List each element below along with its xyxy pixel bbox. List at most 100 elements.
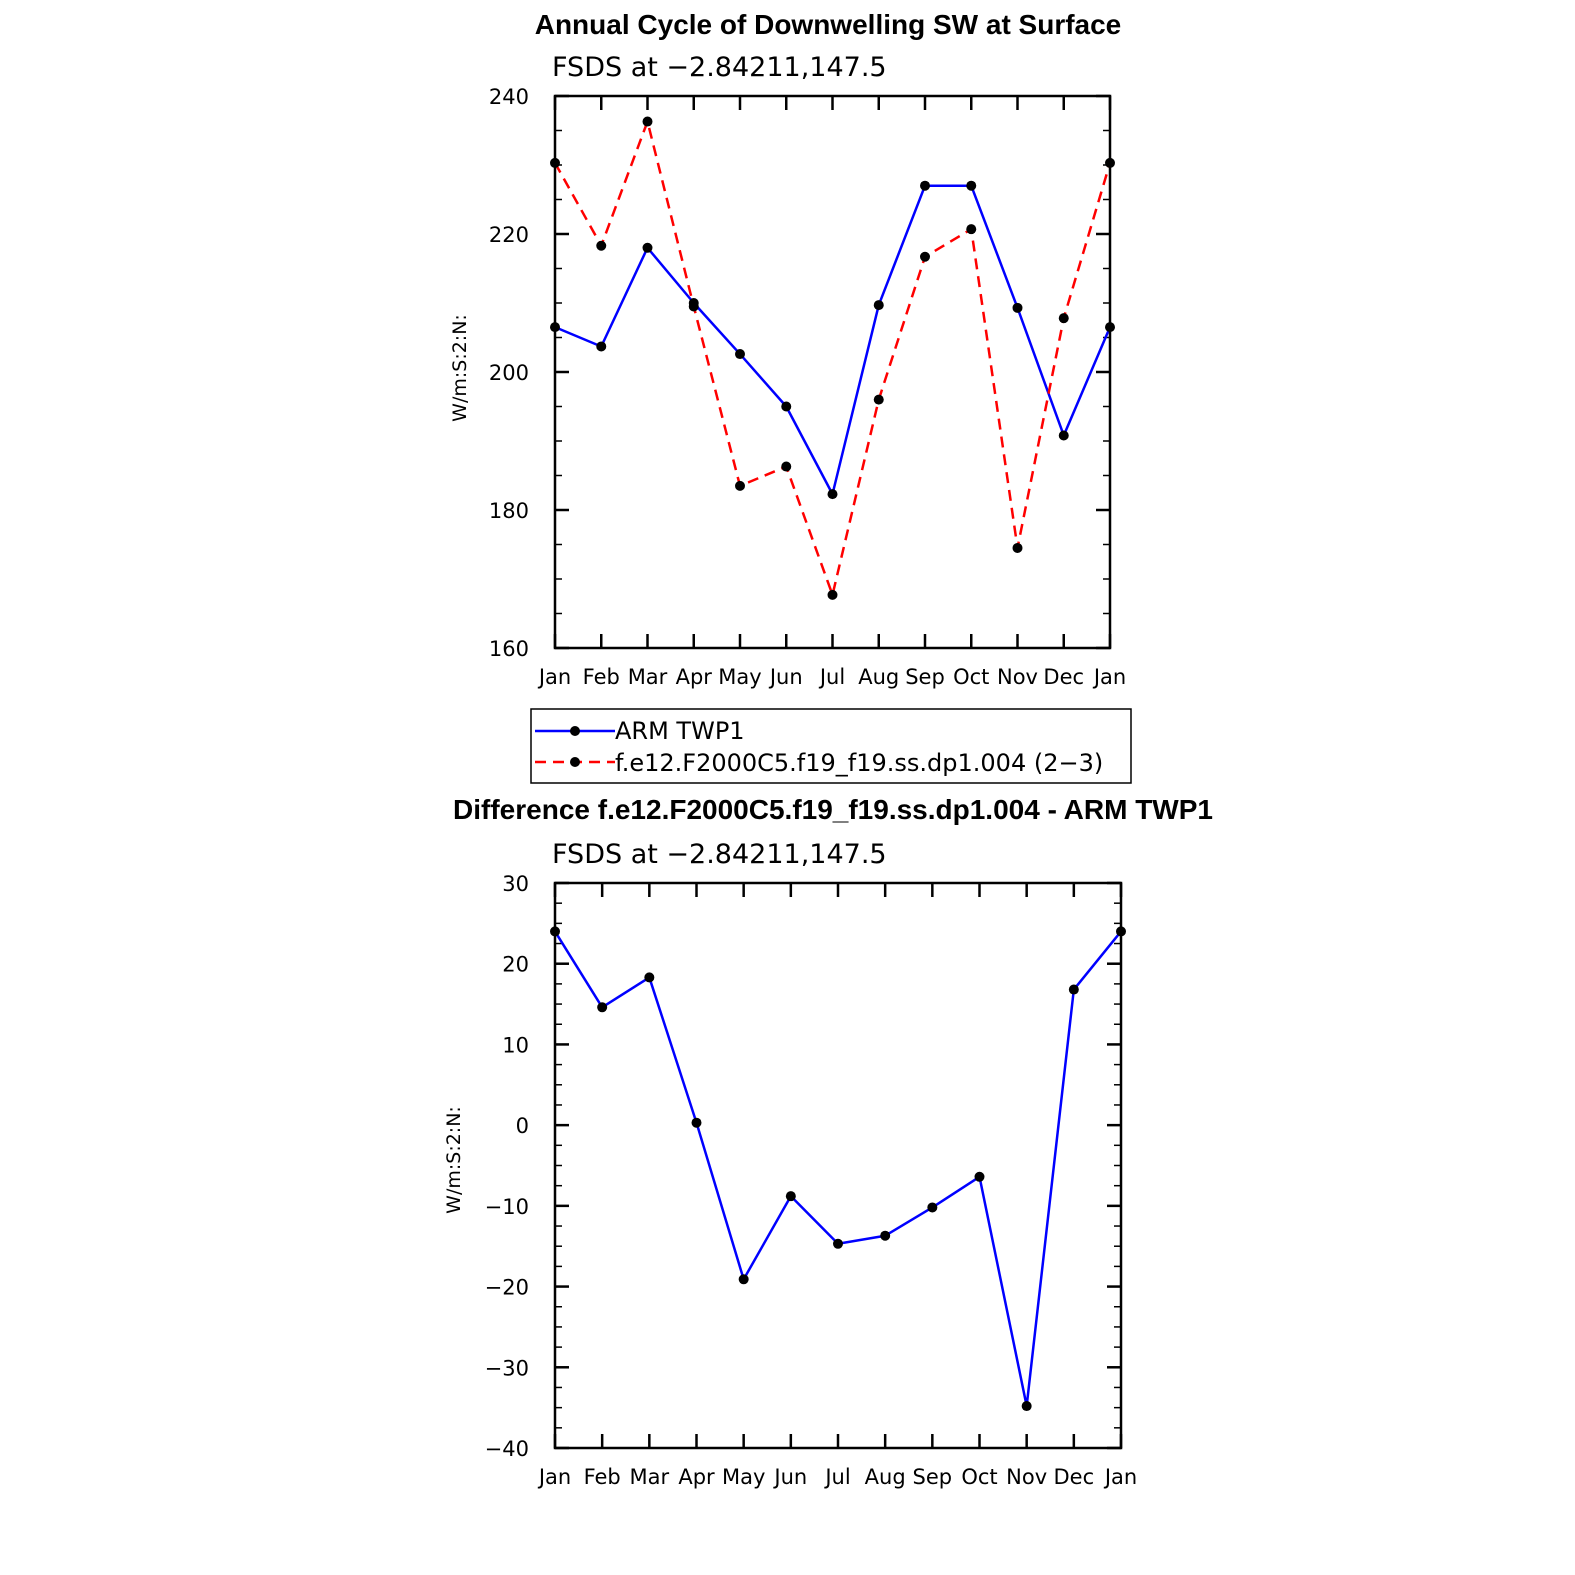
chart-subtitle: FSDS at −2.84211,147.5 xyxy=(552,52,887,83)
y-tick-label: −30 xyxy=(485,1356,529,1380)
plot-frame xyxy=(553,94,1112,650)
data-point xyxy=(974,1171,985,1182)
data-point xyxy=(873,300,884,311)
x-tick-label: Sep xyxy=(913,1465,953,1489)
data-point xyxy=(966,180,977,191)
chart-title: Annual Cycle of Downwelling SW at Surfac… xyxy=(535,9,1122,40)
axis-ticks xyxy=(553,881,1123,1450)
data-point xyxy=(920,180,930,191)
x-tick-label: Sep xyxy=(905,665,945,689)
y-tick-label: 0 xyxy=(516,1114,529,1138)
data-point xyxy=(597,1002,608,1013)
x-tick-label: Oct xyxy=(953,665,989,689)
y-tick-label: −20 xyxy=(485,1276,529,1300)
y-tick-label: −10 xyxy=(485,1195,529,1219)
x-tick-label: Aug xyxy=(858,665,899,689)
x-tick-labels: Jan Feb Mar Apr May Jun Jul Aug Sep Oct Nov Dec Jan xyxy=(537,1465,1137,1489)
data-point xyxy=(596,240,607,251)
legend-marker-model xyxy=(570,757,580,767)
x-tick-label: Aug xyxy=(865,1465,906,1489)
series-line-1 xyxy=(553,120,1112,597)
data-point xyxy=(1068,984,1079,995)
y-tick-label: 180 xyxy=(489,499,529,523)
data-point xyxy=(642,242,653,253)
data-point xyxy=(785,1191,796,1202)
x-tick-label: Dec xyxy=(1054,1465,1095,1489)
data-point xyxy=(880,1230,891,1241)
legend-marker-arm-twp1 xyxy=(570,726,580,736)
y-tick-label: 220 xyxy=(489,223,529,247)
y-axis-label: W/m:S:2:N: xyxy=(449,314,471,422)
chart-subtitle: FSDS at −2.84211,147.5 xyxy=(552,839,887,870)
x-tick-label: Jul xyxy=(823,1465,850,1489)
x-tick-label: Oct xyxy=(961,1465,997,1489)
data-point xyxy=(735,480,745,491)
y-tick-labels: 160 180 200 220 240 xyxy=(489,85,529,661)
data-point xyxy=(1058,430,1069,441)
series-line-0 xyxy=(553,930,1122,1408)
y-tick-labels: −40 −30 −20 −10 0 10 20 30 xyxy=(485,872,529,1461)
x-tick-label: May xyxy=(718,665,761,689)
data-point xyxy=(827,489,838,500)
data-point xyxy=(1012,542,1023,553)
y-tick-label: 30 xyxy=(502,872,529,896)
x-tick-labels: Jan Feb Mar Apr May Jun Jul Aug Sep Oct Nov Dec Jan xyxy=(537,665,1126,689)
data-point xyxy=(738,1274,749,1285)
series-lines xyxy=(553,930,1122,1408)
x-tick-label: Jan xyxy=(1092,665,1126,689)
x-tick-label: Dec xyxy=(1043,665,1084,689)
y-tick-label: 160 xyxy=(489,637,529,661)
data-point xyxy=(927,1202,938,1213)
y-tick-label: −40 xyxy=(485,1437,529,1461)
data-point xyxy=(966,224,977,235)
plot-frame xyxy=(553,881,1123,1450)
data-point xyxy=(833,1238,843,1249)
x-tick-label: Mar xyxy=(628,665,668,689)
data-point xyxy=(735,349,745,360)
series-points xyxy=(550,116,1115,600)
data-point xyxy=(827,589,838,600)
y-tick-label: 20 xyxy=(502,953,529,977)
x-tick-label: Nov xyxy=(997,665,1038,689)
y-tick-label: 10 xyxy=(502,1033,529,1057)
data-point xyxy=(920,251,930,262)
data-point xyxy=(642,116,653,127)
legend-label-model: f.e12.F2000C5.f19_f19.ss.dp1.004 (2−3) xyxy=(615,749,1103,777)
series-line-0 xyxy=(554,184,1112,496)
x-tick-label: Jul xyxy=(818,665,845,689)
legend-label-arm-twp1: ARM TWP1 xyxy=(615,717,745,745)
x-tick-label: Feb xyxy=(584,1465,621,1489)
legend-box xyxy=(530,708,1132,784)
y-axis-label: W/m:S:2:N: xyxy=(443,1106,465,1214)
data-point xyxy=(688,301,699,312)
series-lines xyxy=(553,120,1112,597)
data-point xyxy=(1058,313,1069,324)
x-tick-label: Apr xyxy=(678,1465,715,1489)
x-tick-label: Apr xyxy=(676,665,713,689)
data-point xyxy=(781,461,792,472)
x-tick-label: Nov xyxy=(1006,1465,1047,1489)
x-tick-label: Jun xyxy=(768,665,803,689)
data-point xyxy=(596,341,607,352)
x-tick-label: Jan xyxy=(537,1465,571,1489)
data-point xyxy=(873,394,884,405)
data-point xyxy=(1012,302,1023,313)
legend: ARM TWP1 f.e12.F2000C5.f19_f19.ss.dp1.00… xyxy=(530,708,1132,784)
x-tick-label: Feb xyxy=(583,665,620,689)
x-tick-label: Jun xyxy=(772,1465,807,1489)
x-tick-label: Mar xyxy=(630,1465,670,1489)
y-tick-label: 240 xyxy=(489,85,529,109)
axis-ticks xyxy=(553,94,1112,650)
data-point xyxy=(644,972,655,983)
annual-cycle-chart: Annual Cycle of Downwelling SW at Surfac… xyxy=(449,9,1126,689)
data-point xyxy=(691,1117,702,1128)
chart-title: Difference f.e12.F2000C5.f19_f19.ss.dp1.… xyxy=(453,794,1213,825)
difference-chart: Difference f.e12.F2000C5.f19_f19.ss.dp1.… xyxy=(443,794,1213,1489)
x-tick-label: Jan xyxy=(537,665,571,689)
data-point xyxy=(1021,1401,1032,1412)
y-tick-label: 200 xyxy=(489,361,529,385)
data-point xyxy=(781,401,792,412)
x-tick-label: Jan xyxy=(1103,1465,1137,1489)
x-tick-label: May xyxy=(722,1465,765,1489)
